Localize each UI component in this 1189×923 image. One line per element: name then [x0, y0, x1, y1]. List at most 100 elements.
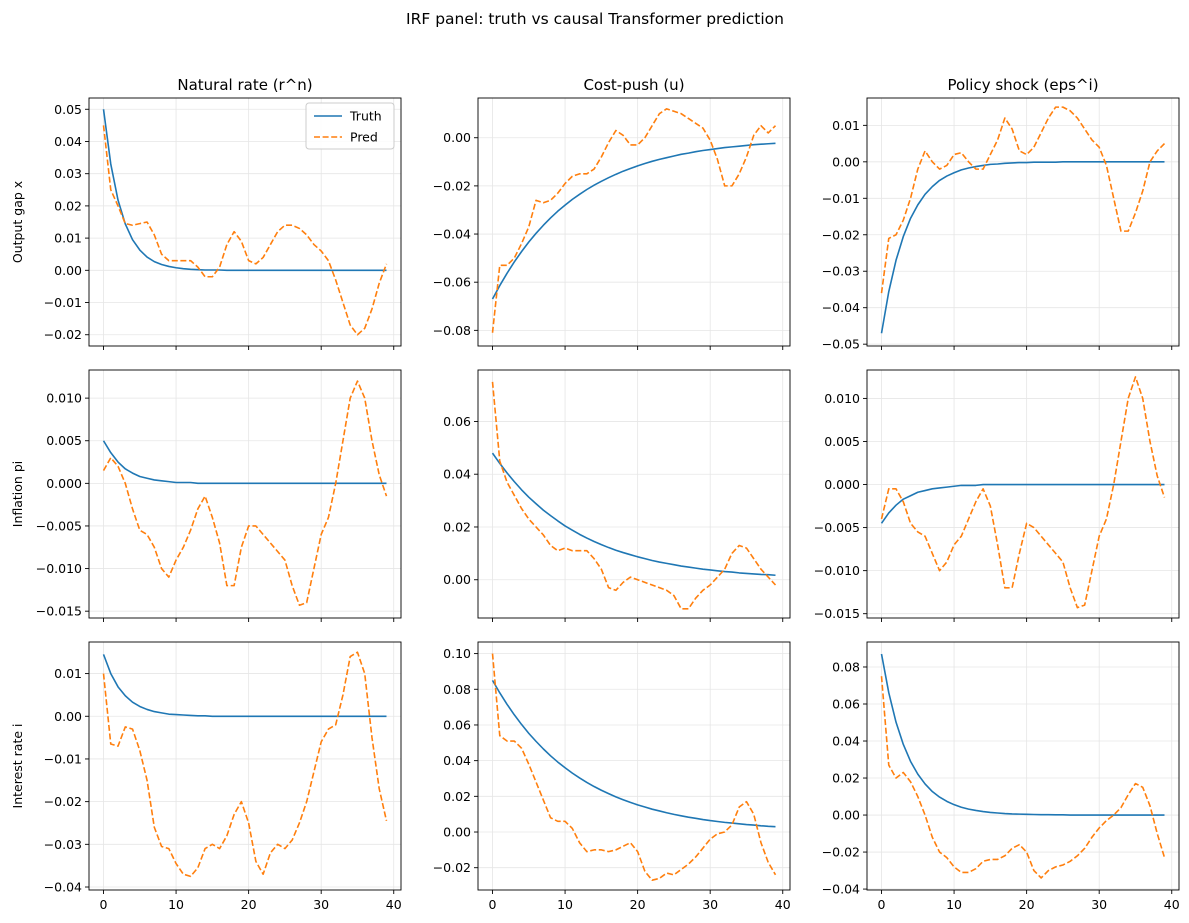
y-tick-label: −0.03	[822, 264, 860, 279]
y-axis-label: Interest rate i	[10, 724, 25, 809]
x-tick-label: 20	[241, 897, 257, 912]
y-tick-label: −0.005	[814, 520, 860, 535]
axes-frame	[88, 369, 402, 619]
irf-panel-r2c0: 0 10 20 30 40 −0.04 −0.03 −0.02 −0.01 0.00 0.01 Int…	[10, 641, 402, 912]
y-tick-label: −0.02	[44, 794, 82, 809]
y-tick-label: −0.06	[433, 275, 471, 290]
irf-panel-r2c2: 0 10 20 30 40 −0.04 −0.02 0.00 0.02 0.04 0.06 0.08	[822, 641, 1180, 912]
y-tick-label: 0.04	[832, 734, 860, 749]
y-tick-label: −0.05	[822, 337, 860, 352]
panel-title: Natural rate (r^n)	[177, 76, 312, 94]
irf-panel-r0c0: −0.02 −0.01 0.00 0.01 0.02 0.03 0.04 0.05 Natura…	[10, 76, 402, 350]
y-tick-label: 0.08	[832, 659, 860, 674]
y-tick-label: 0.00	[54, 709, 82, 724]
x-tick-label: 20	[630, 897, 646, 912]
irf-panel-r1c2: −0.015 −0.010 −0.005 0.000 0.005 0.010	[814, 369, 1180, 622]
x-tick-label: 40	[1164, 897, 1180, 912]
x-tick-label: 40	[775, 897, 791, 912]
y-tick-label: 0.02	[443, 519, 471, 534]
y-tick-label: 0.00	[443, 130, 471, 145]
x-tick-label: 10	[946, 897, 962, 912]
y-tick-label: 0.005	[46, 433, 82, 448]
truth-series-line	[880, 653, 1165, 816]
truth-series-line	[491, 452, 776, 577]
y-tick-label: 0.06	[443, 717, 471, 732]
irf-panel-r0c2: −0.05 −0.04 −0.03 −0.02 −0.01 0.00 0.01 Policy …	[822, 76, 1180, 352]
axes-frame	[866, 641, 1180, 891]
y-tick-label: −0.02	[44, 327, 82, 342]
y-tick-label: −0.02	[433, 860, 471, 875]
y-tick-label: 0.00	[832, 154, 860, 169]
y-tick-label: 0.010	[46, 391, 82, 406]
y-tick-label: 0.08	[443, 682, 471, 697]
axes-frame	[866, 97, 1180, 347]
y-tick-label: 0.01	[832, 118, 860, 133]
axes-frame	[477, 97, 791, 347]
x-tick-label: 20	[1019, 897, 1035, 912]
x-tick-label: 10	[557, 897, 573, 912]
truth-series-line	[880, 483, 1165, 524]
x-tick-label: 0	[100, 897, 108, 912]
y-tick-label: −0.01	[44, 295, 82, 310]
truth-series-line	[102, 440, 387, 485]
panel-title: Policy shock (eps^i)	[947, 76, 1098, 94]
x-tick-label: 30	[702, 897, 718, 912]
y-tick-label: −0.01	[822, 191, 860, 206]
axes-frame	[866, 369, 1180, 619]
y-tick-label: 0.05	[54, 102, 82, 117]
truth-series-line	[880, 161, 1165, 334]
truth-series-line	[491, 679, 776, 828]
y-tick-label: −0.08	[433, 323, 471, 338]
y-tick-label: −0.005	[36, 518, 82, 533]
x-tick-label: 30	[1091, 897, 1107, 912]
y-tick-label: 0.02	[54, 198, 82, 213]
axes-frame	[88, 641, 402, 891]
y-tick-label: 0.00	[54, 263, 82, 278]
truth-series-line	[102, 654, 387, 718]
y-tick-label: −0.04	[433, 227, 471, 242]
pred-series-line	[491, 381, 777, 610]
truth-series-line	[102, 109, 387, 272]
panel-title: Cost-push (u)	[583, 76, 684, 94]
y-tick-label: −0.015	[36, 604, 82, 619]
y-tick-label: −0.015	[814, 606, 860, 621]
y-tick-label: 0.01	[54, 666, 82, 681]
y-tick-label: −0.04	[44, 880, 82, 895]
y-tick-label: 0.02	[443, 789, 471, 804]
pred-series-line	[102, 651, 388, 878]
pred-series-line	[880, 106, 1166, 294]
x-tick-label: 40	[386, 897, 402, 912]
x-tick-label: 0	[878, 897, 886, 912]
y-tick-label: −0.04	[822, 300, 860, 315]
irf-panel-r1c1: 0.00 0.02 0.04 0.06	[443, 369, 791, 622]
truth-series-line	[491, 142, 776, 300]
y-tick-label: 0.04	[443, 467, 471, 482]
y-tick-label: −0.03	[44, 837, 82, 852]
pred-series-line	[880, 676, 1166, 879]
y-tick-label: −0.010	[36, 561, 82, 576]
y-tick-label: 0.005	[824, 434, 860, 449]
y-tick-label: 0.06	[443, 414, 471, 429]
pred-series-line	[491, 108, 777, 333]
irf-panel-r1c0: −0.015 −0.010 −0.005 0.000 0.005 0.010 Inflati…	[10, 369, 402, 622]
y-axis-label: Output gap x	[10, 181, 25, 263]
y-tick-label: 0.10	[443, 646, 471, 661]
x-tick-label: 0	[489, 897, 497, 912]
y-tick-label: 0.02	[832, 771, 860, 786]
figure-suptitle: IRF panel: truth vs causal Transformer p…	[406, 10, 784, 28]
y-tick-label: 0.01	[54, 231, 82, 246]
pred-series-line	[880, 376, 1166, 609]
y-tick-label: 0.04	[443, 753, 471, 768]
pred-series-line	[102, 380, 388, 607]
axes-frame	[477, 641, 791, 891]
legend-truth-label: Truth	[349, 109, 382, 124]
y-tick-label: −0.02	[822, 227, 860, 242]
irf-panel-r0c1: −0.08 −0.06 −0.04 −0.02 0.00 Cost-push (u)	[433, 76, 791, 350]
y-tick-label: 0.00	[443, 825, 471, 840]
x-tick-label: 30	[313, 897, 329, 912]
y-tick-label: 0.03	[54, 166, 82, 181]
y-tick-label: 0.06	[832, 697, 860, 712]
y-tick-label: 0.000	[46, 476, 82, 491]
